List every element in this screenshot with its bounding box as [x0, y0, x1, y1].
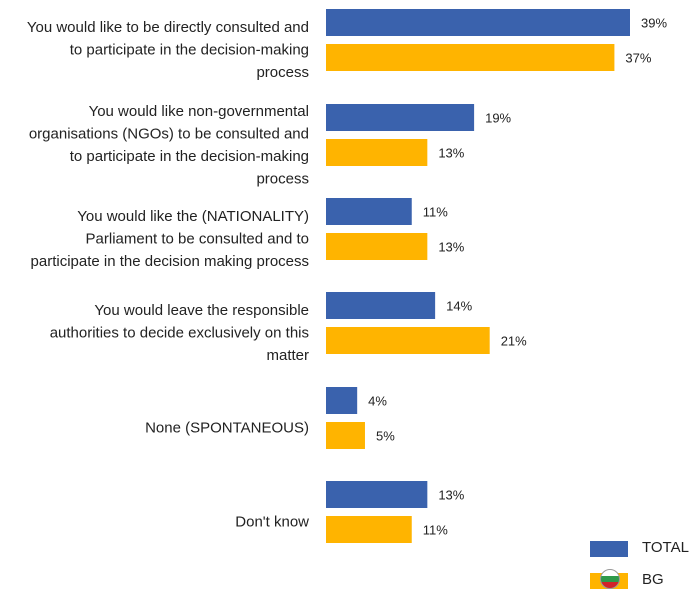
category-label: to participate in the decision-making	[70, 42, 309, 59]
category-label: None (SPONTANEOUS)	[145, 420, 309, 437]
category-label: participate in the decision making proce…	[31, 253, 309, 270]
category-label: to participate in the decision-making	[70, 148, 309, 165]
category-label: process	[256, 64, 309, 81]
category-label: authorities to decide exclusively on thi…	[50, 325, 309, 342]
bar-bg	[326, 233, 428, 260]
category-label: You would like to be directly consulted …	[27, 19, 309, 36]
category-label: You would like the (NATIONALITY)	[77, 208, 309, 225]
category-label: You would like non-governmental	[89, 103, 309, 120]
category-label: organisations (NGOs) to be consulted and	[29, 125, 309, 142]
legend-swatch-total	[590, 541, 628, 557]
legend-label-bg: BG	[642, 571, 664, 588]
bar-total	[326, 9, 630, 36]
data-label: 39%	[641, 16, 667, 31]
data-label: 13%	[438, 488, 464, 503]
legend-item-total: TOTAL	[590, 536, 695, 562]
data-label: 21%	[501, 334, 527, 349]
data-label: 14%	[446, 299, 472, 314]
data-label: 13%	[438, 146, 464, 161]
data-label: 11%	[423, 205, 448, 220]
category-label: matter	[266, 347, 309, 364]
legend-item-bg: BG	[590, 568, 695, 594]
data-label: 4%	[368, 394, 387, 409]
data-label: 19%	[485, 111, 511, 126]
category-label: process	[256, 170, 309, 187]
bar-total	[326, 198, 412, 225]
bar-bg	[326, 139, 428, 166]
legend-label-total: TOTAL	[642, 539, 689, 556]
category-label: You would leave the responsible	[94, 302, 309, 319]
category-label: Don't know	[235, 514, 309, 531]
bulgaria-flag-icon	[600, 569, 620, 589]
data-label: 5%	[376, 429, 395, 444]
bar-bg	[326, 422, 365, 449]
bar-total	[326, 387, 358, 414]
bar-bg	[326, 327, 490, 354]
legend: TOTAL BG	[590, 536, 695, 600]
bar-total	[326, 104, 475, 131]
data-label: 11%	[423, 523, 448, 538]
bar-total	[326, 292, 436, 319]
bar-bg	[326, 516, 412, 543]
bar-total	[326, 481, 428, 508]
data-label: 13%	[438, 240, 464, 255]
data-label: 37%	[625, 51, 651, 66]
category-label: Parliament to be consulted and to	[86, 231, 309, 248]
bar-bg	[326, 44, 615, 71]
